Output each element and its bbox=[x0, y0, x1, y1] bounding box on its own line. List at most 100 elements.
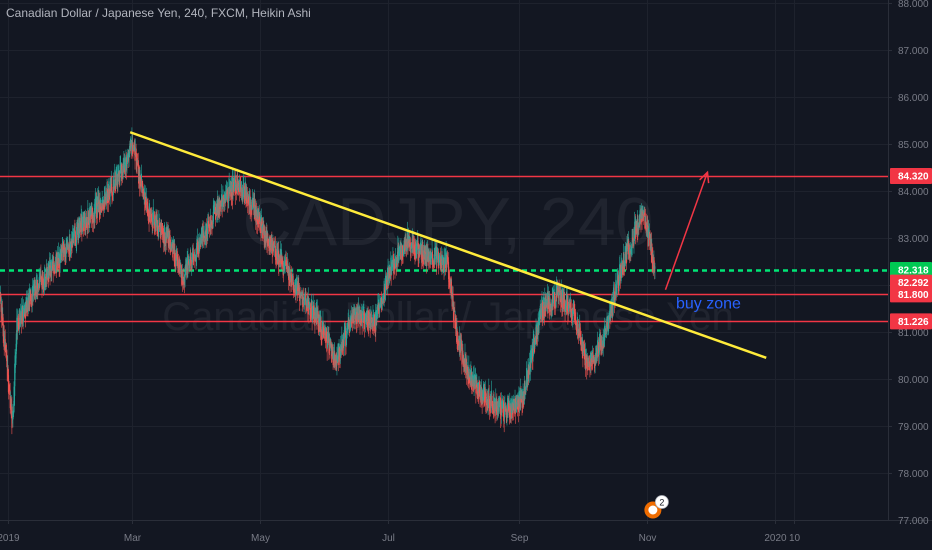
candle-body bbox=[572, 313, 574, 316]
candle-body bbox=[497, 405, 499, 411]
candle-body bbox=[33, 287, 35, 288]
annotation-label: buy zone bbox=[676, 296, 741, 313]
candle-body bbox=[232, 178, 234, 193]
candle-body bbox=[556, 284, 558, 295]
candle-body bbox=[123, 166, 125, 169]
candle-body bbox=[85, 213, 87, 227]
candle-body bbox=[547, 297, 549, 309]
candle-body bbox=[491, 390, 493, 406]
candle-body bbox=[406, 239, 408, 250]
candle-body bbox=[360, 310, 362, 319]
candle-body bbox=[569, 297, 571, 309]
candle-body bbox=[458, 345, 460, 348]
candle-body bbox=[317, 310, 319, 319]
candle-body bbox=[109, 196, 111, 198]
candle-body bbox=[515, 402, 517, 409]
candle-body bbox=[205, 234, 207, 238]
candle-body bbox=[240, 190, 242, 192]
watermark-name: Canadian Dollar / Japanese Yen bbox=[162, 295, 734, 339]
candle-body bbox=[322, 320, 324, 333]
candle-body bbox=[347, 326, 349, 328]
candle-body bbox=[499, 401, 501, 405]
candle-body bbox=[428, 260, 430, 261]
candle-body bbox=[473, 380, 475, 386]
price-axis-label: 81.000 bbox=[898, 328, 929, 339]
candle-body bbox=[506, 403, 508, 416]
candle-body bbox=[562, 293, 564, 296]
candle-body bbox=[216, 204, 218, 215]
candle-body bbox=[71, 231, 73, 247]
candle-body bbox=[105, 198, 107, 204]
event-markers[interactable]: 2 bbox=[644, 495, 669, 519]
candle-body bbox=[227, 198, 229, 199]
candle-body bbox=[574, 307, 576, 321]
candle-body bbox=[310, 314, 312, 315]
candle-body bbox=[303, 297, 305, 307]
candle-body bbox=[473, 374, 475, 386]
candle-body bbox=[147, 205, 149, 208]
candle-body bbox=[168, 231, 170, 239]
candle-body bbox=[185, 264, 187, 270]
candle-body bbox=[160, 228, 162, 239]
candle-body bbox=[498, 405, 500, 407]
candle-body bbox=[115, 185, 117, 186]
candle-body bbox=[434, 254, 436, 256]
price-axis-label: 85.000 bbox=[898, 140, 929, 151]
time-axis-label: Mar bbox=[124, 533, 142, 544]
candle-body bbox=[34, 286, 36, 289]
candle-body bbox=[279, 248, 281, 262]
candle-body bbox=[332, 350, 334, 354]
candle-body bbox=[411, 245, 413, 247]
candle-body bbox=[11, 406, 13, 429]
price-tag-label: 81.800 bbox=[898, 290, 929, 301]
candle-body bbox=[612, 304, 614, 307]
candle-body bbox=[364, 318, 366, 323]
candle-body bbox=[489, 404, 491, 408]
candle-body bbox=[285, 262, 287, 263]
candle-body bbox=[523, 388, 525, 401]
candle-body bbox=[525, 386, 527, 388]
candle-body bbox=[251, 209, 253, 211]
candle-body bbox=[654, 266, 656, 269]
candle-body bbox=[318, 320, 320, 332]
candle-body bbox=[417, 239, 419, 243]
candle-body bbox=[353, 318, 355, 320]
candle-body bbox=[225, 185, 227, 196]
candle-body bbox=[629, 253, 631, 254]
candle-body bbox=[157, 225, 159, 236]
candle-body bbox=[598, 346, 600, 357]
candle-body bbox=[318, 317, 320, 324]
candle-body bbox=[212, 227, 214, 228]
price-axis[interactable]: 77.00078.00079.00080.00081.00082.00083.0… bbox=[888, 0, 929, 527]
price-axis-label: 87.000 bbox=[898, 46, 929, 57]
candle-body bbox=[145, 202, 147, 204]
event-count-label: 2 bbox=[659, 498, 664, 508]
candle-body bbox=[68, 246, 70, 254]
candle-body bbox=[475, 377, 477, 394]
candle-body bbox=[104, 196, 106, 208]
candle-body bbox=[211, 226, 213, 229]
candle-body bbox=[401, 250, 403, 260]
candle-body bbox=[362, 312, 364, 318]
candle-body bbox=[480, 387, 482, 394]
candle-body bbox=[347, 321, 349, 328]
candle-body bbox=[130, 143, 132, 152]
candle-body bbox=[404, 235, 406, 249]
candle-body bbox=[116, 176, 118, 178]
candle-body bbox=[445, 253, 447, 265]
candle-body bbox=[514, 397, 516, 405]
candle-body bbox=[599, 337, 601, 347]
candle-body bbox=[327, 332, 329, 342]
candle-body bbox=[586, 363, 588, 367]
candle-body bbox=[248, 203, 250, 208]
candle-body bbox=[302, 292, 304, 300]
candle-body bbox=[619, 265, 621, 272]
candle-body bbox=[403, 245, 405, 253]
candle-body bbox=[309, 303, 311, 319]
candle-body bbox=[614, 297, 616, 301]
candle-body bbox=[349, 327, 351, 329]
time-axis[interactable]: 2019 Mar May Jul Sep Nov 2020 10 bbox=[0, 520, 800, 544]
candle-body bbox=[556, 286, 558, 290]
candle-body bbox=[284, 259, 286, 267]
